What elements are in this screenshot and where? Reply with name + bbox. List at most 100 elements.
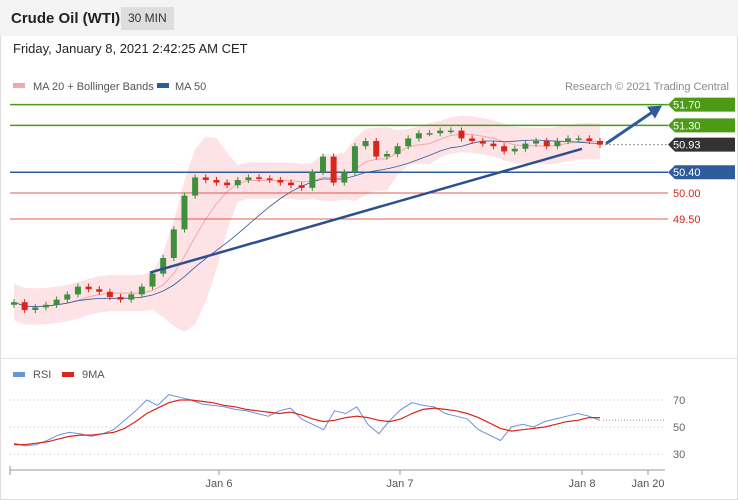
- candle-8: [96, 286, 103, 295]
- copyright-text: Research © 2021 Trading Central: [565, 81, 729, 93]
- candle-15: [170, 226, 177, 262]
- candle-body-11: [128, 294, 135, 300]
- time-tick-label-1: Jan 7: [387, 478, 414, 490]
- candle-17: [192, 174, 199, 199]
- legend-ma50-label: MA 50: [175, 81, 206, 93]
- candle-body-2: [32, 307, 39, 310]
- candle-body-29: [319, 156, 326, 173]
- candle-body-44: [479, 141, 486, 144]
- candle-18: [202, 174, 209, 184]
- candle-body-15: [170, 229, 177, 258]
- candle-body-27: [298, 185, 305, 188]
- bollinger-band: [14, 115, 600, 332]
- level-tag-0: [668, 97, 735, 112]
- candle-body-35: [383, 154, 390, 157]
- candle-29: [319, 153, 326, 176]
- rsi-line: [13, 394, 601, 447]
- candle-body-0: [11, 302, 17, 305]
- candle-54: [586, 135, 593, 145]
- candle-34: [373, 137, 380, 160]
- candle-body-24: [266, 178, 273, 180]
- legend-rsi-label: RSI: [33, 369, 51, 381]
- time-tick-label-3: Jan 20: [631, 478, 664, 490]
- candle-46: [501, 143, 508, 155]
- candle-35: [383, 150, 390, 160]
- candle-19: [213, 176, 220, 186]
- candle-9: [106, 288, 113, 301]
- candle-body-14: [160, 258, 167, 274]
- timeframe-badge[interactable]: 30 MIN: [121, 7, 174, 30]
- candle-22: [245, 174, 252, 184]
- candle-body-5: [64, 294, 71, 300]
- candle-body-42: [458, 130, 465, 139]
- candle-body-25: [277, 180, 284, 183]
- forecast-arrow-shaft: [605, 108, 657, 145]
- candle-6: [74, 283, 81, 298]
- candle-body-20: [224, 182, 231, 186]
- candle-body-55: [597, 141, 603, 145]
- candle-4: [53, 296, 60, 308]
- candle-body-33: [362, 141, 369, 147]
- candle-body-41: [447, 130, 454, 133]
- candle-14: [160, 254, 167, 277]
- candle-52: [565, 135, 572, 145]
- rsi-tick-50: 50: [673, 422, 685, 434]
- candle-body-34: [373, 141, 380, 157]
- candle-body-39: [426, 133, 433, 135]
- candle-body-26: [288, 182, 295, 186]
- candle-body-52: [565, 138, 572, 141]
- candle-26: [288, 179, 295, 189]
- chart-datetime: Friday, January 8, 2021 2:42:25 AM CET: [13, 41, 248, 56]
- trendline: [149, 147, 583, 274]
- candle-48: [522, 140, 529, 152]
- candle-32: [351, 143, 358, 176]
- level-label-3: 50.40: [673, 167, 701, 179]
- candle-51: [554, 137, 561, 150]
- candle-body-40: [437, 130, 444, 134]
- legend-ma20-label: MA 20 + Bollinger Bands: [33, 81, 154, 93]
- candle-10: [117, 293, 124, 303]
- candle-body-51: [554, 141, 561, 147]
- candle-body-16: [181, 195, 188, 230]
- candle-body-17: [192, 177, 199, 196]
- candle-2: [32, 304, 39, 314]
- candle-25: [277, 176, 284, 186]
- candle-body-13: [149, 273, 156, 287]
- legend-ma20-swatch: [13, 83, 25, 88]
- candle-body-9: [106, 291, 113, 297]
- candle-body-12: [138, 286, 145, 295]
- candle-30: [330, 153, 337, 186]
- candle-12: [138, 283, 145, 298]
- candle-body-8: [96, 289, 103, 292]
- candle-49: [533, 137, 540, 147]
- legend-rsi-swatch: [13, 372, 25, 377]
- level-tag-2: [668, 137, 735, 152]
- candle-40: [437, 127, 444, 137]
- rsi-tick-70: 70: [673, 395, 685, 407]
- level-label-0: 51.70: [673, 100, 701, 112]
- candle-body-43: [469, 138, 476, 141]
- candle-body-22: [245, 177, 252, 180]
- candle-21: [234, 176, 241, 189]
- candle-20: [224, 179, 231, 189]
- candle-24: [266, 175, 273, 184]
- candle-47: [511, 145, 518, 155]
- level-label-5: 49.50: [673, 214, 701, 226]
- candle-body-50: [543, 141, 550, 147]
- candle-31: [341, 169, 348, 186]
- time-tick-label-0: Jan 6: [206, 478, 233, 490]
- level-tag-3: [668, 165, 735, 180]
- candle-body-7: [85, 286, 92, 290]
- candle-body-23: [256, 177, 263, 179]
- candle-50: [543, 137, 550, 150]
- candle-body-32: [351, 146, 358, 173]
- candle-body-6: [74, 286, 81, 295]
- candle-28: [309, 169, 316, 191]
- candle-11: [128, 291, 135, 303]
- candle-body-53: [575, 138, 582, 140]
- instrument-title: Crude Oil (WTI): [11, 10, 121, 27]
- rsi-tick-30: 30: [673, 449, 685, 461]
- candle-0: [11, 299, 17, 308]
- candle-1: [21, 299, 28, 314]
